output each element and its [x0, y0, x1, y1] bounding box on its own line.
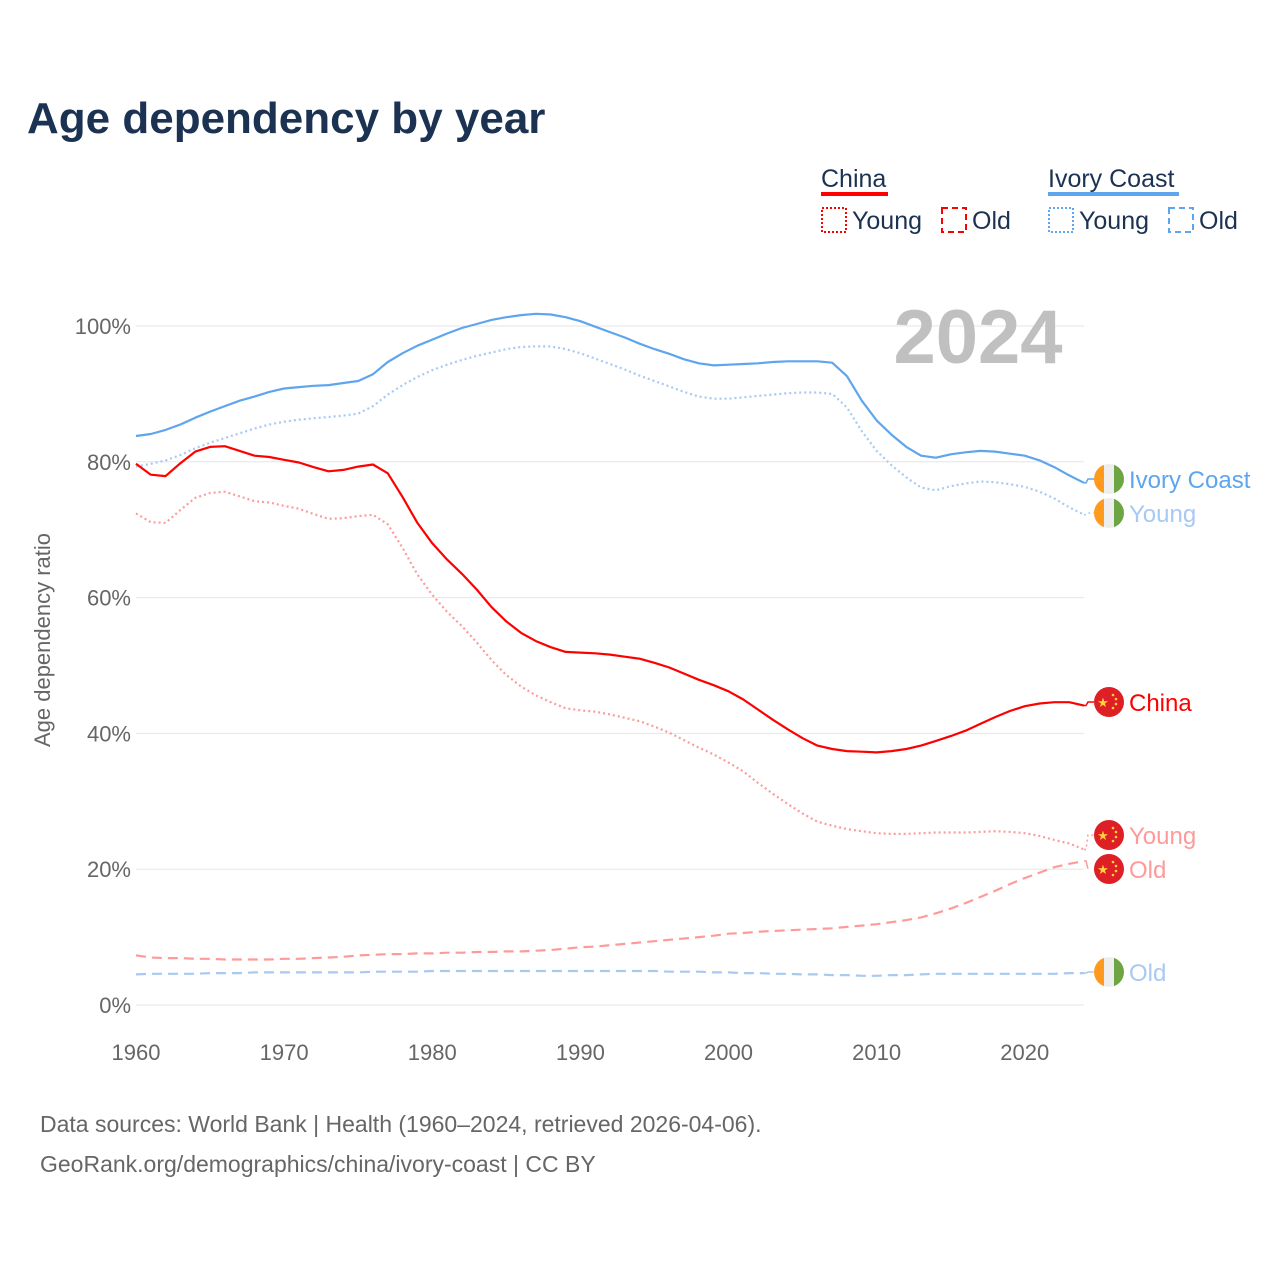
end-labels: Ivory Coast Young ★ China ★ Young ★ Old Old — [1084, 464, 1251, 987]
end-label: Old — [1129, 857, 1166, 884]
end-label-connector — [1084, 860, 1094, 870]
grid — [136, 325, 1084, 1006]
legend-china-swatch — [821, 192, 888, 196]
end-label-connector — [1084, 478, 1094, 484]
y-tick-label: 100% — [75, 314, 131, 339]
legend-china-old[interactable]: Old — [972, 207, 1011, 235]
end-label-connector — [1084, 834, 1094, 851]
x-tick-label: 1960 — [112, 1040, 161, 1065]
end-label-connector — [1084, 512, 1094, 516]
series-line-ivory-coast-old[interactable] — [135, 969, 1084, 977]
series-line-china[interactable] — [135, 445, 1085, 754]
y-tick-label: 40% — [87, 721, 131, 746]
series-lines — [135, 312, 1085, 977]
x-tick-label: 2000 — [704, 1040, 753, 1065]
legend-ivory-coast-swatch — [1048, 192, 1179, 196]
source-line-1: Data sources: World Bank | Health (1960–… — [40, 1111, 762, 1137]
y-tick-label: 20% — [87, 857, 131, 882]
end-label: China — [1129, 690, 1192, 717]
legend-china-old-swatch — [941, 207, 967, 233]
y-axis-ticks: 0% 20% 40% 60% 80% 100% — [75, 314, 131, 1018]
series-line-china-young[interactable] — [135, 490, 1085, 851]
chart-title: Age dependency by year — [27, 94, 545, 143]
end-label-connector — [1084, 971, 1094, 974]
x-tick-label: 1970 — [260, 1040, 309, 1065]
ivory-coast-flag-icon — [1094, 464, 1124, 494]
china-flag-icon: ★ — [1094, 820, 1124, 850]
legend-china-young-swatch — [821, 207, 847, 233]
legend-ivory-coast-young-swatch — [1048, 207, 1074, 233]
x-tick-label: 2010 — [852, 1040, 901, 1065]
end-label: Ivory Coast — [1129, 467, 1251, 494]
y-axis-label: Age dependency ratio — [30, 533, 55, 747]
series-line-china-old[interactable] — [135, 860, 1085, 961]
china-flag-icon: ★ — [1094, 854, 1124, 884]
legend-china-young[interactable]: Young — [852, 207, 922, 235]
legend-ivory-coast-old[interactable]: Old — [1199, 207, 1238, 235]
end-label: Young — [1129, 823, 1196, 850]
svg-text:★: ★ — [1097, 695, 1109, 710]
legend-china[interactable]: China — [821, 165, 886, 193]
end-label-connector — [1084, 701, 1094, 707]
svg-text:★: ★ — [1097, 862, 1109, 877]
ivory-coast-flag-icon — [1094, 498, 1124, 528]
end-label: Young — [1129, 501, 1196, 528]
x-tick-label: 1990 — [556, 1040, 605, 1065]
legend-ivory-coast-old-swatch — [1168, 207, 1194, 233]
legend-ivory-coast-young[interactable]: Young — [1079, 207, 1149, 235]
legend-ivory-coast[interactable]: Ivory Coast — [1048, 165, 1174, 193]
svg-text:★: ★ — [1097, 828, 1109, 843]
y-tick-label: 80% — [87, 450, 131, 475]
y-tick-label: 60% — [87, 586, 131, 611]
source-line-2[interactable]: GeoRank.org/demographics/china/ivory-coa… — [40, 1151, 596, 1177]
ivory-coast-flag-icon — [1094, 957, 1124, 987]
year-watermark: 2024 — [893, 295, 1062, 380]
legend: China Young Old Ivory Coast Young Old — [821, 165, 1238, 235]
china-flag-icon: ★ — [1094, 687, 1124, 717]
series-line-ivory-coast-young[interactable] — [135, 345, 1085, 516]
x-tick-label: 1980 — [408, 1040, 457, 1065]
y-tick-label: 0% — [99, 993, 131, 1018]
x-tick-label: 2020 — [1000, 1040, 1049, 1065]
x-axis-ticks: 1960 1970 1980 1990 2000 2010 2020 — [112, 1040, 1050, 1065]
end-label: Old — [1129, 960, 1166, 987]
series-line-ivory-coast[interactable] — [135, 312, 1085, 484]
